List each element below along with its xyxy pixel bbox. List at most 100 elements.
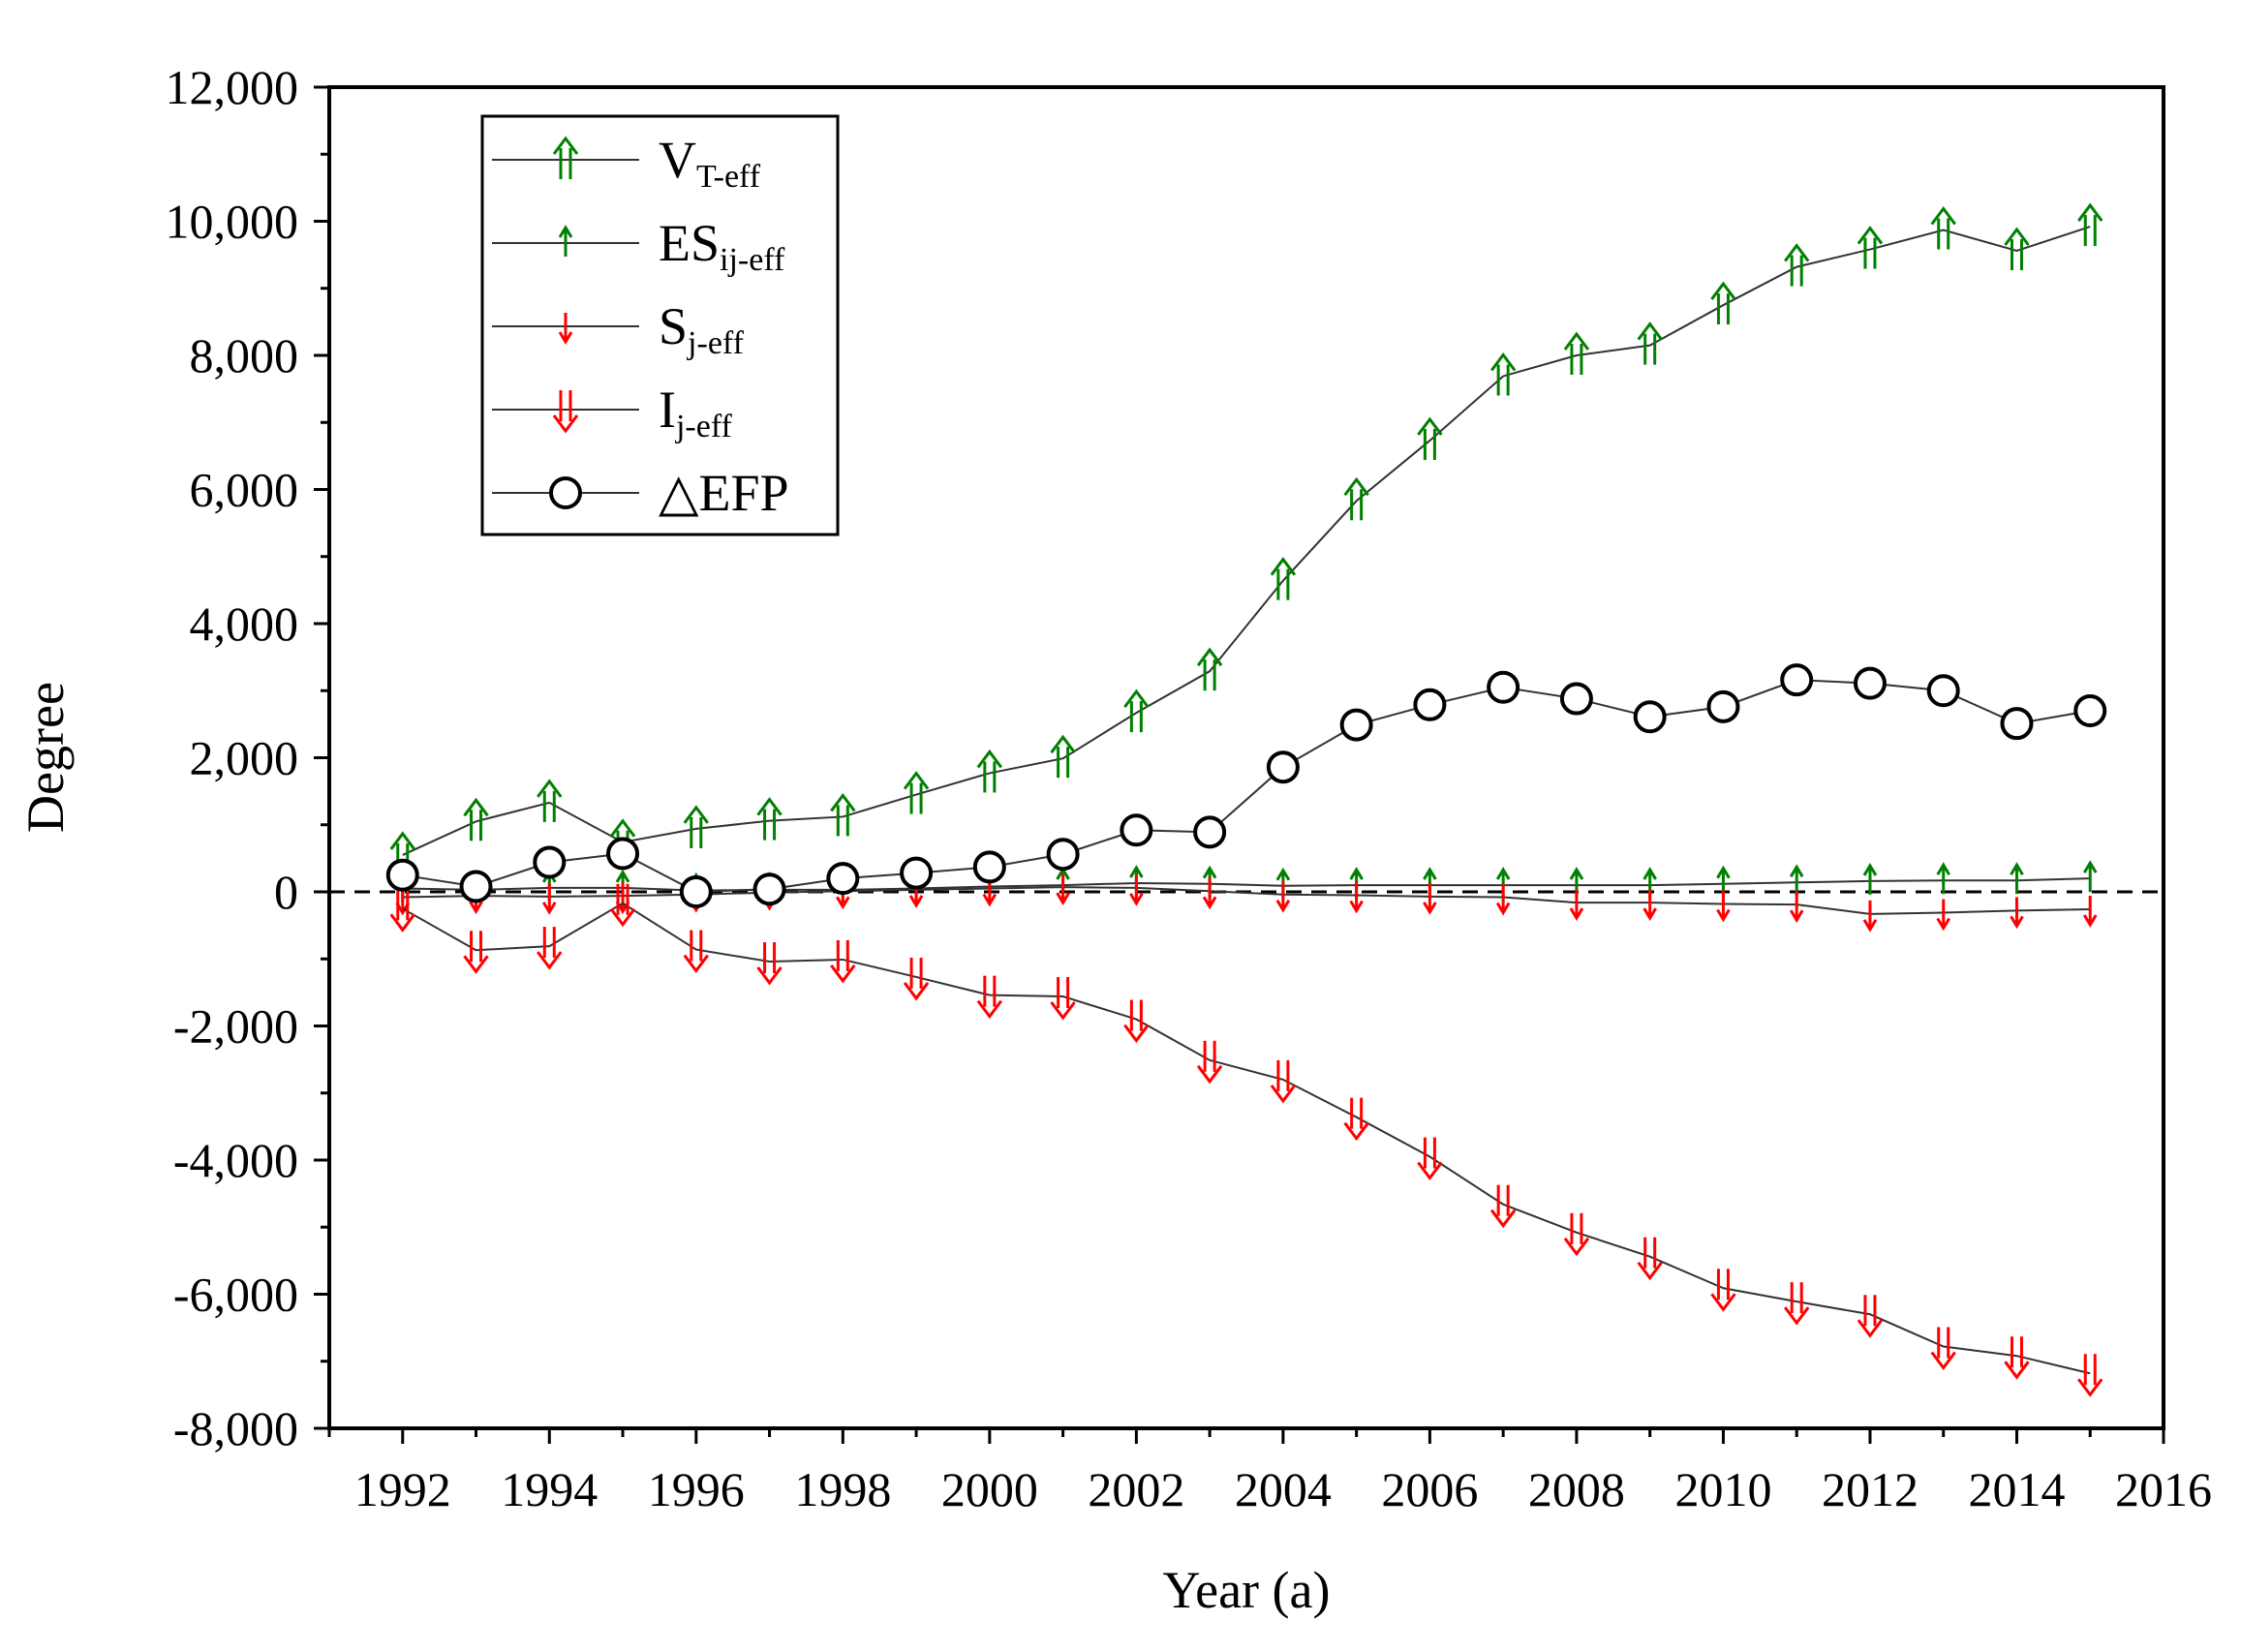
legend-label: ESij-eff bbox=[659, 214, 785, 278]
data-point-open-circle bbox=[2073, 694, 2107, 728]
data-point-open-circle bbox=[1633, 700, 1667, 734]
y-tick-label: -4,000 bbox=[173, 1133, 298, 1187]
data-point-double-down-arrow bbox=[1196, 1040, 1223, 1085]
data-point-open-circle bbox=[1266, 750, 1300, 784]
data-point-double-down-arrow bbox=[2004, 1336, 2030, 1380]
y-tick-label: -2,000 bbox=[173, 999, 298, 1054]
x-tick-label: 2014 bbox=[1968, 1462, 2065, 1516]
x-tick-label: 1992 bbox=[354, 1462, 451, 1516]
series-i-j-eff bbox=[389, 883, 2103, 1397]
data-point-up-arrow bbox=[558, 225, 573, 257]
data-point-double-up-arrow bbox=[1050, 734, 1076, 779]
data-point-down-arrow bbox=[1202, 877, 1217, 910]
data-point-double-down-arrow bbox=[1123, 999, 1150, 1044]
data-point-open-circle bbox=[1559, 682, 1593, 716]
data-point-down-arrow bbox=[2010, 897, 2024, 930]
data-point-up-arrow bbox=[1936, 862, 1951, 895]
data-point-double-up-arrow bbox=[1784, 243, 1810, 287]
data-point-double-up-arrow bbox=[1123, 688, 1150, 733]
data-point-double-up-arrow bbox=[756, 797, 783, 841]
data-point-open-circle bbox=[1413, 688, 1447, 721]
legend-item: ESij-eff bbox=[492, 214, 785, 278]
data-point-open-circle bbox=[1046, 838, 1080, 872]
data-point-down-arrow bbox=[1423, 882, 1437, 915]
data-point-down-arrow bbox=[1349, 881, 1364, 914]
y-tick-label: 10,000 bbox=[166, 195, 299, 249]
data-point-open-circle bbox=[1926, 674, 1960, 708]
y-tick-label: 2,000 bbox=[190, 731, 299, 785]
x-tick-label: 2010 bbox=[1674, 1462, 1771, 1516]
x-tick-label: 2008 bbox=[1528, 1462, 1625, 1516]
data-point-double-down-arrow bbox=[1270, 1059, 1297, 1104]
data-point-open-circle bbox=[1780, 663, 1814, 697]
data-point-up-arrow bbox=[2010, 862, 2024, 895]
data-point-down-arrow bbox=[1129, 873, 1144, 906]
data-point-double-down-arrow bbox=[1489, 1184, 1517, 1229]
data-point-double-up-arrow bbox=[976, 749, 1003, 793]
data-point-double-up-arrow bbox=[2077, 202, 2103, 247]
x-tick-label: 1996 bbox=[648, 1462, 745, 1516]
series-v-T-eff bbox=[389, 202, 2103, 874]
data-point-open-circle bbox=[900, 856, 934, 890]
data-point-double-up-arrow bbox=[1710, 281, 1736, 325]
data-point-open-circle bbox=[1193, 815, 1227, 849]
data-point-double-down-arrow bbox=[830, 939, 856, 984]
series-layer bbox=[385, 202, 2107, 1397]
data-point-open-circle bbox=[1853, 666, 1887, 700]
data-point-double-up-arrow bbox=[537, 779, 563, 822]
y-tick-label: 0 bbox=[274, 865, 298, 919]
x-tick-label: 2002 bbox=[1088, 1462, 1184, 1516]
data-point-up-arrow bbox=[2082, 860, 2098, 893]
data-point-double-down-arrow bbox=[976, 975, 1003, 1020]
legend-item: Ij-eff bbox=[492, 381, 733, 444]
data-point-double-down-arrow bbox=[1563, 1212, 1590, 1257]
y-tick-label: -6,000 bbox=[173, 1268, 298, 1322]
y-axis-title: Degree bbox=[16, 682, 75, 833]
data-point-double-up-arrow bbox=[1417, 416, 1443, 460]
data-point-up-arrow bbox=[1862, 863, 1878, 895]
data-point-down-arrow bbox=[1642, 889, 1657, 921]
data-point-double-up-arrow bbox=[552, 136, 579, 179]
data-point-down-arrow bbox=[1056, 873, 1070, 906]
data-point-down-arrow bbox=[558, 313, 573, 345]
data-point-down-arrow bbox=[541, 882, 557, 915]
data-point-open-circle bbox=[385, 858, 419, 892]
data-point-open-circle bbox=[1706, 689, 1740, 723]
data-point-open-circle bbox=[972, 850, 1006, 884]
data-point-open-circle bbox=[549, 476, 582, 509]
x-tick-label: 2004 bbox=[1235, 1462, 1332, 1516]
legend-item: VT-eff bbox=[492, 131, 761, 195]
x-tick-label: 2016 bbox=[2115, 1462, 2212, 1516]
data-point-down-arrow bbox=[1569, 889, 1584, 921]
data-point-down-arrow bbox=[1789, 891, 1804, 924]
data-point-open-circle bbox=[1487, 670, 1520, 704]
data-point-double-up-arrow bbox=[1270, 557, 1297, 600]
data-point-double-down-arrow bbox=[1710, 1269, 1736, 1312]
data-point-double-up-arrow bbox=[1637, 321, 1663, 365]
data-point-double-up-arrow bbox=[903, 771, 930, 814]
data-point-down-arrow bbox=[2082, 896, 2098, 928]
data-point-double-up-arrow bbox=[463, 797, 489, 841]
x-axis-ticks: 1992 1994 1996 1998 2000 2002 2004 2006 2008 2010… bbox=[327, 1428, 2212, 1516]
data-point-double-up-arrow bbox=[2004, 227, 2030, 270]
data-point-down-arrow bbox=[1495, 883, 1511, 916]
x-axis-title: Year (a) bbox=[1163, 1561, 1331, 1619]
data-point-double-up-arrow bbox=[1343, 476, 1369, 521]
data-point-open-circle bbox=[1339, 708, 1373, 742]
data-point-double-up-arrow bbox=[1563, 331, 1590, 375]
data-point-double-up-arrow bbox=[1930, 206, 1956, 250]
data-point-down-arrow bbox=[1716, 890, 1731, 923]
data-point-double-down-arrow bbox=[903, 957, 930, 1001]
data-point-open-circle bbox=[459, 870, 493, 903]
legend-label: △EFP bbox=[659, 464, 789, 522]
data-point-double-down-arrow bbox=[1417, 1137, 1443, 1181]
legend: VT-eff ESij-eff Sj-eff Ij-eff △EFP bbox=[480, 114, 840, 536]
x-tick-label: 2006 bbox=[1381, 1462, 1478, 1516]
data-point-double-down-arrow bbox=[552, 390, 579, 434]
data-point-open-circle bbox=[533, 845, 567, 879]
data-point-double-up-arrow bbox=[1857, 226, 1884, 269]
data-point-double-down-arrow bbox=[609, 883, 636, 928]
data-point-double-up-arrow bbox=[1489, 352, 1517, 396]
y-tick-label: 4,000 bbox=[190, 597, 299, 651]
data-point-open-circle bbox=[2000, 707, 2034, 741]
